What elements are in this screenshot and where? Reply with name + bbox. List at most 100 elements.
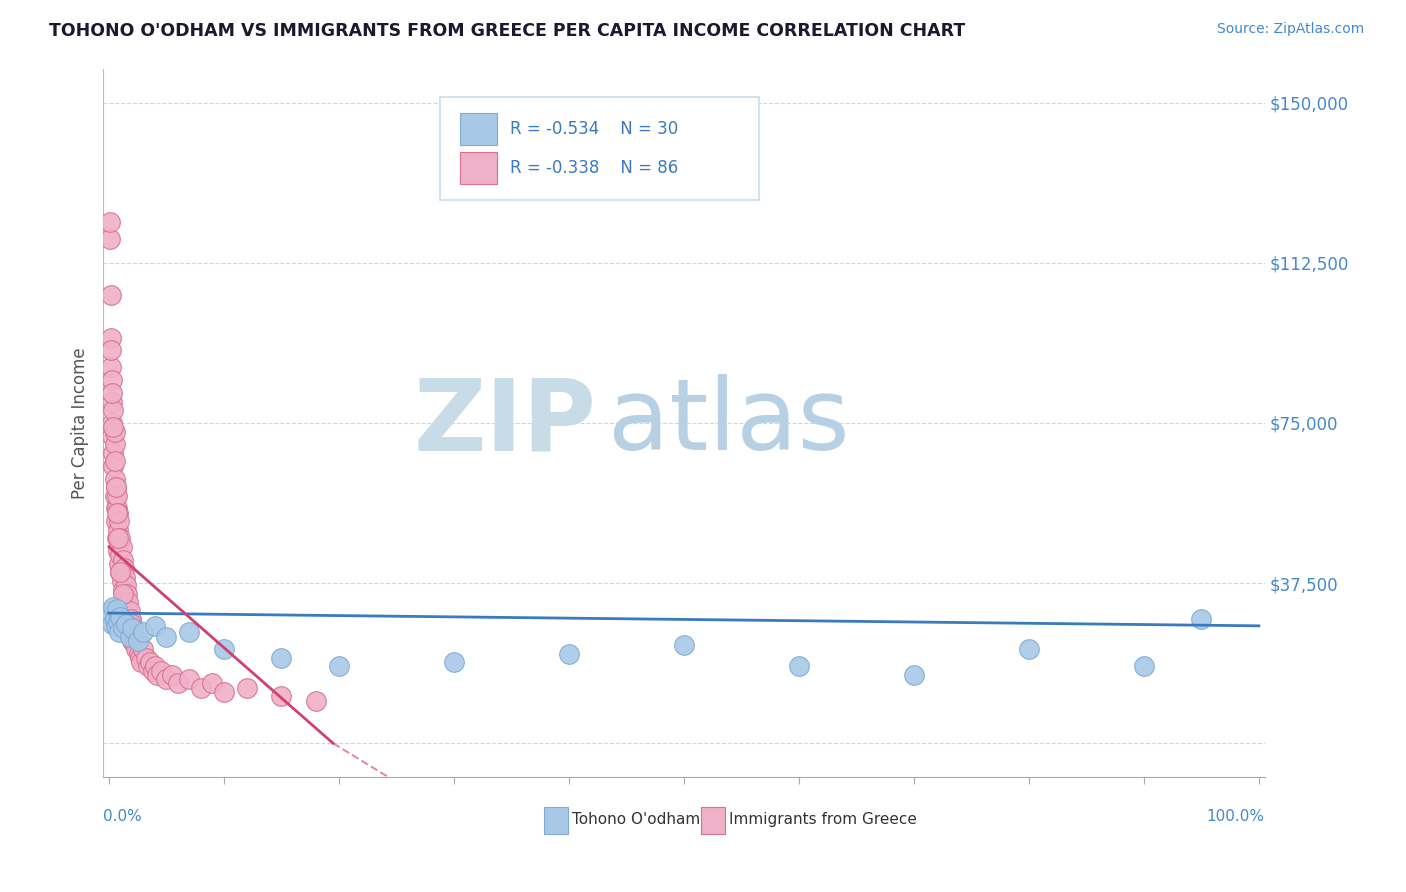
Text: atlas: atlas: [609, 375, 851, 472]
Point: [122, 621, 145, 635]
Point: [115, 608, 138, 623]
Point: [110, 566, 132, 580]
Point: [104, 425, 127, 439]
Point: [127, 633, 149, 648]
Point: [107, 506, 129, 520]
Point: [98, 232, 121, 246]
Point: [100, 608, 122, 623]
Y-axis label: Per Capita Income: Per Capita Income: [72, 347, 89, 499]
Point: [104, 471, 127, 485]
Point: [142, 664, 165, 678]
Point: [103, 458, 125, 473]
Point: [201, 676, 224, 690]
Point: [118, 630, 141, 644]
Point: [100, 288, 122, 302]
Point: [121, 633, 143, 648]
Point: [115, 578, 138, 592]
Point: [108, 625, 131, 640]
Point: [139, 655, 162, 669]
Text: R = -0.338    N = 86: R = -0.338 N = 86: [509, 159, 678, 177]
Point: [117, 616, 139, 631]
Point: [167, 676, 190, 690]
Point: [112, 561, 135, 575]
Text: TOHONO O'ODHAM VS IMMIGRANTS FROM GREECE PER CAPITA INCOME CORRELATION CHART: TOHONO O'ODHAM VS IMMIGRANTS FROM GREECE…: [49, 22, 966, 40]
Point: [104, 501, 127, 516]
Point: [120, 612, 142, 626]
Point: [108, 557, 131, 571]
Point: [104, 480, 127, 494]
Point: [155, 672, 177, 686]
Point: [100, 360, 122, 375]
Point: [104, 480, 127, 494]
Point: [143, 659, 166, 673]
Point: [121, 616, 143, 631]
Point: [179, 672, 201, 686]
Point: [103, 446, 125, 460]
Point: [128, 647, 150, 661]
Point: [443, 655, 465, 669]
Point: [117, 621, 139, 635]
Point: [132, 642, 155, 657]
Point: [117, 587, 139, 601]
Point: [110, 610, 132, 624]
Point: [100, 330, 122, 344]
Point: [107, 523, 129, 537]
Point: [111, 621, 134, 635]
FancyBboxPatch shape: [440, 97, 759, 200]
Point: [125, 642, 148, 657]
Point: [121, 621, 143, 635]
Point: [104, 489, 127, 503]
Point: [98, 604, 121, 618]
Point: [558, 647, 581, 661]
Point: [115, 616, 138, 631]
Point: [179, 625, 201, 640]
Point: [111, 582, 134, 597]
Point: [127, 633, 149, 648]
Point: [103, 420, 125, 434]
Point: [122, 630, 145, 644]
Point: [105, 489, 128, 503]
Point: [105, 506, 128, 520]
Point: [103, 599, 125, 614]
Point: [190, 681, 212, 695]
Point: [108, 535, 131, 549]
Point: [115, 616, 138, 631]
Point: [129, 651, 152, 665]
Point: [110, 566, 132, 580]
Point: [903, 668, 925, 682]
Bar: [460, 152, 496, 184]
Point: [136, 659, 159, 673]
Point: [114, 599, 136, 614]
Point: [108, 514, 131, 528]
Point: [101, 616, 124, 631]
Bar: [460, 112, 496, 145]
Point: [101, 386, 124, 401]
Point: [672, 638, 695, 652]
Point: [101, 373, 124, 387]
Point: [305, 693, 328, 707]
Point: [105, 501, 128, 516]
Bar: [702, 807, 724, 834]
Text: 100.0%: 100.0%: [1206, 809, 1264, 824]
Point: [104, 514, 127, 528]
Text: Immigrants from Greece: Immigrants from Greece: [730, 813, 917, 828]
Point: [110, 540, 132, 554]
Bar: [544, 807, 568, 834]
Point: [107, 544, 129, 558]
Point: [124, 638, 146, 652]
Point: [149, 664, 172, 678]
Point: [117, 595, 139, 609]
Point: [101, 394, 124, 409]
Point: [1133, 659, 1156, 673]
Point: [103, 403, 125, 417]
Point: [212, 642, 235, 657]
Point: [111, 552, 134, 566]
Point: [270, 651, 292, 665]
Text: Tohono O'odham: Tohono O'odham: [572, 813, 700, 828]
Point: [135, 651, 157, 665]
Point: [110, 531, 132, 545]
Point: [1018, 642, 1040, 657]
Point: [110, 574, 132, 588]
Point: [104, 454, 127, 468]
Point: [110, 549, 132, 563]
